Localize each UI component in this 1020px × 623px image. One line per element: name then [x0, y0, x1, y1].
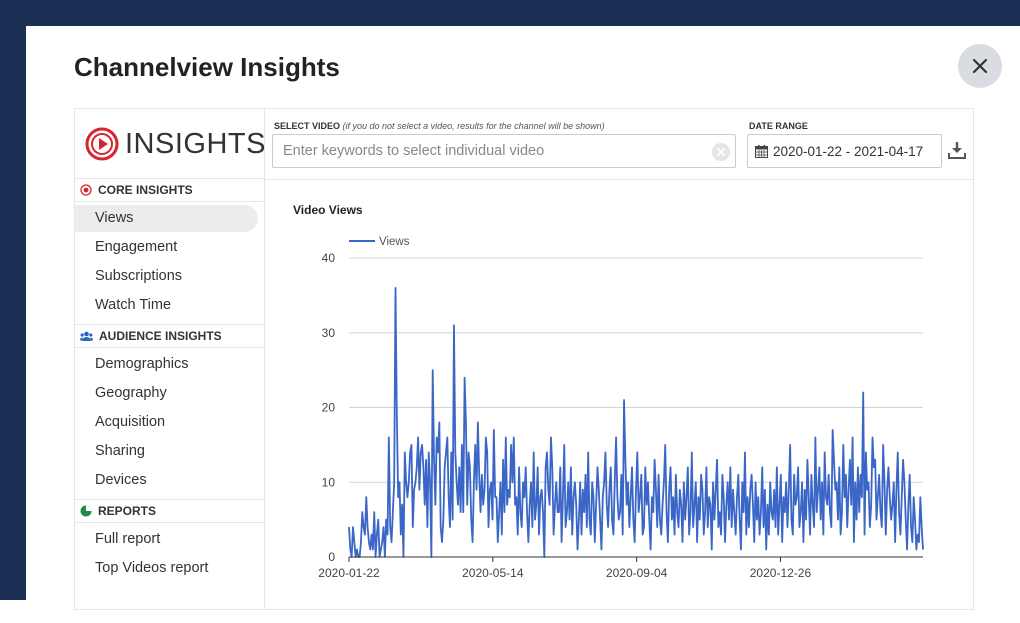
x-tick-label: 2020-01-22: [318, 566, 380, 580]
close-icon: [972, 58, 988, 74]
chart-legend: Views: [349, 236, 410, 248]
line-chart: Video Views 0 10 20 30 40 2020-01-22 2020-05-…: [293, 203, 924, 580]
y-tick-label: 40: [322, 251, 336, 265]
views-chart: Video Views 0 10 20 30 40 2020-01-22 2020-05-…: [264, 180, 973, 609]
date-range-picker[interactable]: 2020-01-22 - 2021-04-17: [747, 134, 942, 168]
nav-item-acquisition[interactable]: Acquisition: [95, 414, 166, 430]
y-tick-label: 10: [322, 475, 336, 489]
views-series-line: [348, 287, 924, 558]
insights-panel: INSIGHTS CORE INSIGHTS Views Engagement …: [74, 108, 974, 610]
clear-input-button[interactable]: [712, 143, 730, 161]
x-tick-label: 2020-09-04: [606, 566, 668, 580]
x-tick-label: 2020-12-26: [750, 566, 812, 580]
nav-item-watch-time[interactable]: Watch Time: [95, 297, 172, 313]
y-tick-label: 0: [328, 550, 335, 564]
y-axis-ticks: 0 10 20 30 40: [322, 251, 336, 564]
nav-item-subscriptions[interactable]: Subscriptions: [95, 268, 183, 284]
nav-item-views[interactable]: Views: [75, 205, 258, 232]
users-icon: [80, 331, 93, 342]
date-range-label: DATE RANGE: [749, 121, 808, 131]
section-core-insights: CORE INSIGHTS: [75, 178, 264, 202]
nav-item-geography[interactable]: Geography: [95, 385, 167, 401]
chart-title: Video Views: [293, 203, 363, 217]
y-tick-label: 30: [322, 326, 336, 340]
date-range-value: 2020-01-22 - 2021-04-17: [773, 143, 924, 159]
select-video-label: SELECT VIDEO (if you do not select a vid…: [274, 121, 605, 131]
section-title: AUDIENCE INSIGHTS: [99, 329, 222, 343]
x-tick-label: 2020-05-14: [462, 566, 524, 580]
y-tick-label: 20: [322, 401, 336, 415]
filter-bar: SELECT VIDEO (if you do not select a vid…: [264, 109, 973, 180]
clear-icon: [717, 148, 725, 156]
download-icon: [948, 142, 966, 159]
pie-chart-icon: [80, 505, 92, 517]
insights-logo: INSIGHTS: [85, 127, 266, 161]
section-title: REPORTS: [98, 504, 157, 518]
nav-item-engagement[interactable]: Engagement: [95, 239, 178, 255]
select-video-input[interactable]: [272, 134, 736, 168]
section-audience-insights: AUDIENCE INSIGHTS: [75, 324, 264, 348]
select-video-hint: (if you do not select a video, results f…: [342, 121, 605, 131]
nav-item-sharing[interactable]: Sharing: [95, 443, 145, 459]
grid-lines: [349, 257, 923, 483]
section-reports: REPORTS: [75, 499, 264, 523]
target-icon: [80, 184, 92, 196]
legend-label: Views: [379, 236, 410, 248]
nav-item-demographics[interactable]: Demographics: [95, 356, 189, 372]
play-circle-logo-icon: [85, 127, 119, 161]
close-button[interactable]: [958, 44, 1002, 88]
x-axis-ticks: 2020-01-22 2020-05-14 2020-09-04 2020-12-26: [318, 557, 811, 580]
nav-item-top-videos-report[interactable]: Top Videos report: [95, 560, 209, 576]
calendar-icon: [755, 144, 768, 158]
download-button[interactable]: [948, 140, 966, 160]
nav-item-full-report[interactable]: Full report: [95, 531, 161, 547]
section-title: CORE INSIGHTS: [98, 183, 193, 197]
sidebar: INSIGHTS CORE INSIGHTS Views Engagement …: [75, 109, 265, 609]
modal-title: Channelview Insights: [74, 52, 340, 82]
insights-modal: Channelview Insights INSIGHTS: [26, 26, 1020, 623]
nav-item-devices[interactable]: Devices: [95, 472, 147, 488]
logo-text: INSIGHTS: [125, 127, 266, 160]
